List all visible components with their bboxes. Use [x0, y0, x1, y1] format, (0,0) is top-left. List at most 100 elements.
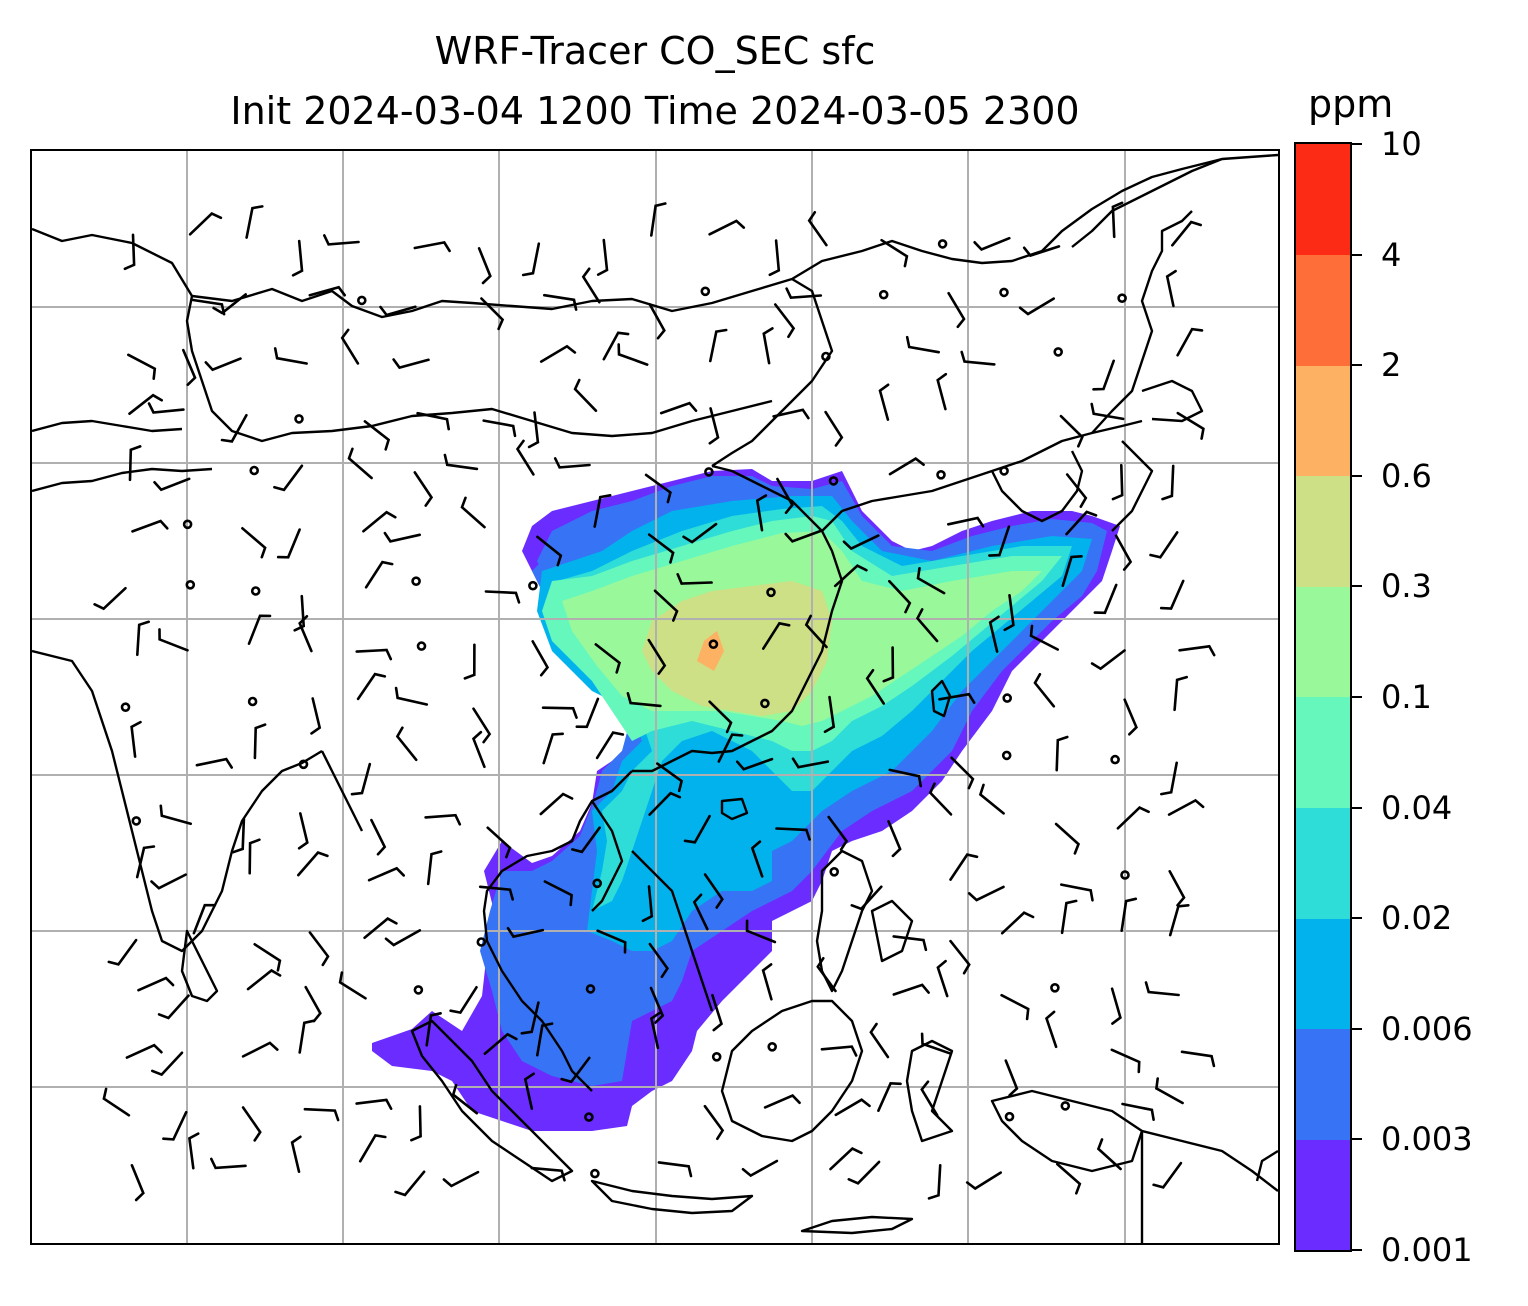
wind-barb — [692, 893, 709, 931]
calm-wind-marker — [356, 295, 367, 306]
wind-barb — [1161, 464, 1175, 501]
wind-barb — [364, 560, 394, 589]
wind-barb — [888, 768, 922, 788]
tracer-concentration-field — [372, 469, 1120, 1131]
map-canvas — [32, 151, 1278, 1243]
wind-barb — [136, 620, 150, 657]
wind-barb — [150, 873, 187, 890]
wind-barb — [384, 929, 422, 947]
map-panel — [30, 149, 1280, 1245]
wind-barb — [128, 393, 163, 415]
wind-barb — [1176, 327, 1204, 357]
wind-barb — [1111, 463, 1124, 501]
wind-barb — [310, 697, 322, 735]
wind-barb — [541, 706, 578, 719]
wind-barb — [350, 762, 372, 796]
colorbar-tick-label: 0.3 — [1381, 567, 1432, 606]
wind-barb — [293, 594, 306, 632]
wind-barb — [484, 590, 521, 604]
calm-wind-marker — [416, 641, 427, 651]
calm-wind-marker — [878, 289, 889, 300]
wind-barb — [273, 347, 308, 365]
wind-barb — [905, 335, 940, 354]
wind-barb — [775, 827, 811, 841]
calm-wind-marker — [1004, 1111, 1015, 1122]
wind-barb — [1110, 1048, 1141, 1074]
colorbar-tick-label: 0.1 — [1381, 678, 1432, 716]
wind-barb — [131, 519, 169, 533]
calm-wind-marker — [592, 878, 603, 889]
wind-barb — [477, 247, 492, 285]
wind-barb — [1176, 411, 1205, 440]
wind-barb — [947, 516, 985, 528]
wind-barb — [626, 692, 662, 708]
wind-barb — [936, 372, 948, 411]
wind-barb — [745, 919, 777, 944]
wind-barb — [520, 1001, 540, 1035]
wind-barb — [1061, 555, 1083, 587]
wind-barb — [1159, 579, 1185, 610]
calm-wind-marker — [708, 639, 719, 650]
wind-barb — [298, 1019, 316, 1054]
calm-wind-marker — [590, 1168, 600, 1179]
colorbar-tick — [1352, 253, 1362, 256]
wind-barb — [850, 885, 883, 911]
wind-barb — [1060, 883, 1094, 902]
colorbar-tick — [1352, 585, 1362, 588]
calm-wind-marker — [247, 696, 258, 707]
colorbar-tick-label: 0.02 — [1381, 899, 1453, 938]
colorbar-segment — [1296, 254, 1350, 366]
wind-barb — [1111, 201, 1124, 239]
wind-barb — [711, 993, 724, 1032]
wind-barb — [824, 410, 844, 447]
wind-barb — [761, 963, 773, 1001]
wind-barb — [755, 494, 768, 532]
wind-barb — [1055, 735, 1069, 772]
wind-barb — [1149, 531, 1179, 559]
wind-barb — [480, 297, 505, 331]
wind-barb — [553, 457, 591, 469]
wind-barb — [1096, 1138, 1122, 1171]
wind-barb — [135, 845, 156, 879]
wind-barb — [595, 731, 625, 760]
wind-barb — [187, 1132, 200, 1170]
wind-barb — [892, 935, 928, 952]
wind-barb — [93, 586, 127, 611]
colorbar-segment — [1296, 918, 1350, 1030]
wind-barb — [950, 756, 975, 790]
wind-barb — [571, 826, 601, 854]
wind-barb — [241, 1041, 279, 1058]
colorbar — [1294, 142, 1352, 1252]
wind-barb — [967, 885, 1005, 902]
wind-barb — [395, 726, 418, 762]
wind-barb — [829, 1147, 863, 1171]
wind-barb — [741, 1159, 779, 1178]
wind-barb — [656, 762, 684, 793]
wind-barb — [530, 1166, 566, 1182]
wind-barb — [703, 1104, 725, 1141]
wind-barb — [785, 287, 823, 300]
wind-barb — [107, 938, 138, 966]
calm-wind-marker — [120, 702, 131, 713]
calm-wind-marker — [1110, 754, 1120, 765]
colorbar-tick-label: 0.04 — [1381, 788, 1453, 827]
wind-barb — [1123, 698, 1138, 736]
colorbar-segment — [1296, 807, 1350, 919]
wind-barb — [536, 1022, 554, 1057]
wind-barb — [392, 358, 430, 370]
colorbar-tick — [1352, 1027, 1362, 1030]
wind-barb — [1116, 806, 1150, 830]
wind-barb — [641, 885, 654, 923]
wind-barb — [973, 236, 1011, 252]
wind-barb — [708, 219, 746, 236]
calm-wind-marker — [1060, 1101, 1071, 1111]
wind-barb — [596, 238, 609, 276]
wind-barb — [303, 1107, 340, 1122]
calm-wind-marker — [1053, 347, 1063, 357]
wind-barb — [791, 757, 830, 769]
wind-barb — [816, 957, 837, 993]
wind-barb — [367, 866, 405, 882]
wind-barb — [323, 234, 360, 246]
wind-barb — [888, 579, 912, 614]
wind-barb — [1090, 402, 1125, 421]
